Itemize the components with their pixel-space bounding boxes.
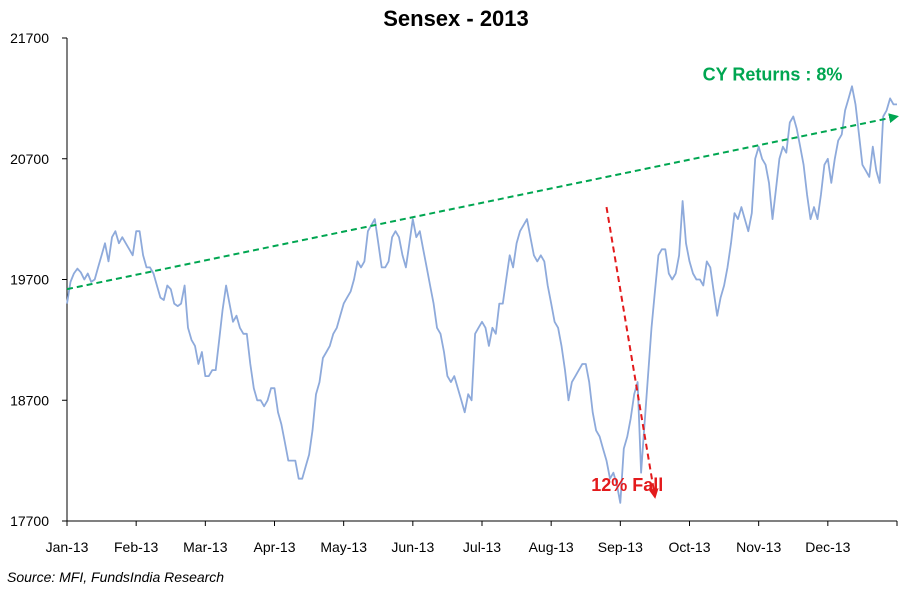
x-tick-label: May-13 [320,539,367,555]
y-tick-label: 18700 [10,392,49,408]
fall-arrow-line [605,206,659,499]
x-tick-label: Jan-13 [46,539,89,555]
x-tick-label: Nov-13 [736,539,781,555]
x-tick-label: Apr-13 [253,539,295,555]
x-tick-label: Dec-13 [805,539,850,555]
x-tick-label: Feb-13 [114,539,159,555]
x-tick-label: Oct-13 [668,539,710,555]
x-tick-label: Mar-13 [183,539,228,555]
x-tick-label: Sep-13 [598,539,643,555]
fall-annotation: 12% Fall [591,475,663,495]
trend-arrow-line [66,113,899,291]
x-tick-label: Jul-13 [463,539,501,555]
y-tick-label: 17700 [10,513,49,529]
y-tick-label: 20700 [10,151,49,167]
cy-returns-annotation: CY Returns : 8% [703,64,843,84]
chart-title: Sensex - 2013 [383,6,529,31]
y-tick-label: 19700 [10,272,49,288]
sensex-series-line [66,85,897,504]
x-tick-label: Jun-13 [391,539,434,555]
source-note: Source: MFI, FundsIndia Research [7,569,225,585]
x-tick-label: Aug-13 [529,539,574,555]
y-tick-label: 21700 [10,30,49,46]
